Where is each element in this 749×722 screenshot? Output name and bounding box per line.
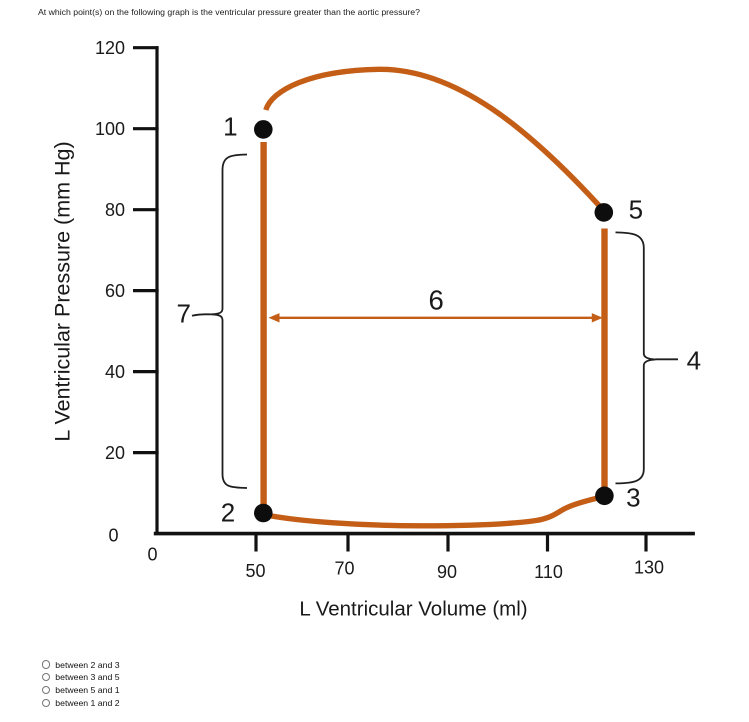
svg-text:90: 90 [437,562,457,582]
svg-text:20: 20 [105,443,125,463]
svg-text:L Ventricular Volume (ml): L Ventricular Volume (ml) [299,598,527,621]
svg-text:110: 110 [534,562,563,582]
svg-text:1: 1 [223,111,237,141]
svg-text:80: 80 [105,200,125,220]
svg-text:100: 100 [95,119,125,139]
svg-text:50: 50 [245,561,265,581]
svg-text:5: 5 [629,194,643,224]
svg-text:40: 40 [105,362,125,382]
svg-text:7: 7 [176,299,190,329]
svg-text:130: 130 [634,558,664,578]
svg-text:0: 0 [147,545,157,565]
svg-text:2: 2 [221,498,235,528]
svg-text:L Ventricular Pressure (mm Hg): L Ventricular Pressure (mm Hg) [51,141,75,441]
svg-text:60: 60 [105,281,125,301]
svg-text:70: 70 [334,559,354,579]
svg-text:3: 3 [626,483,640,513]
svg-text:6: 6 [429,285,444,316]
svg-text:4: 4 [687,346,701,376]
svg-text:0: 0 [108,526,118,546]
svg-text:120: 120 [95,38,125,58]
